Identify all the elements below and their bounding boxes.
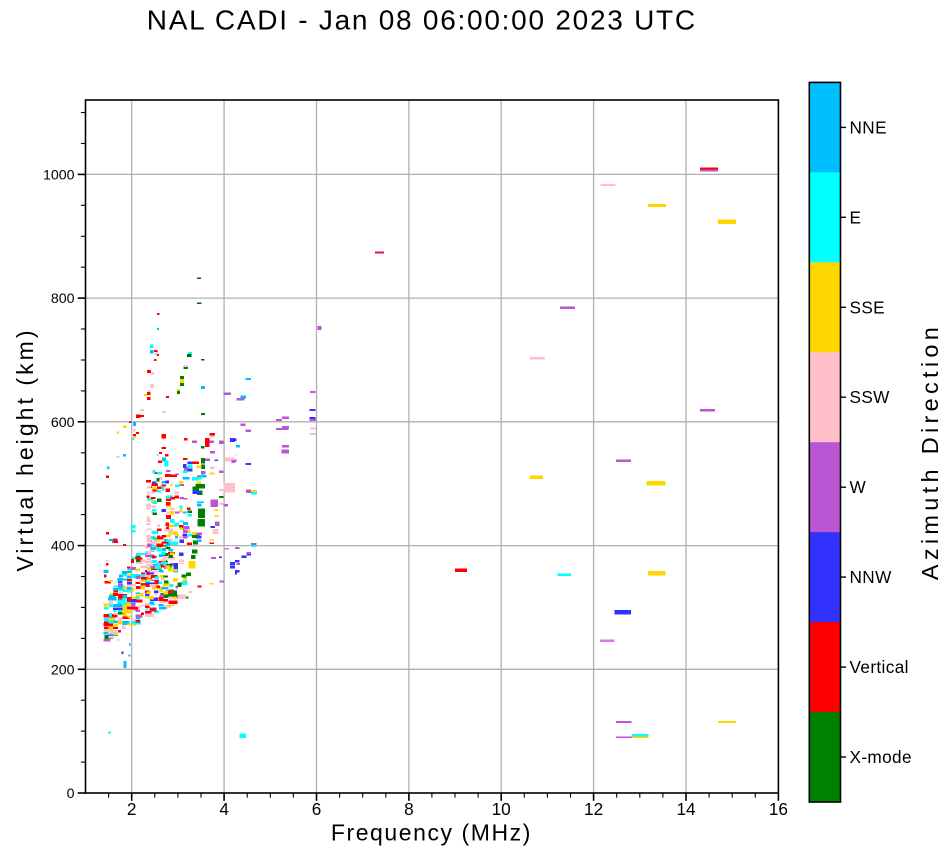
svg-text:Vertical: Vertical: [850, 657, 909, 677]
svg-text:12: 12: [584, 799, 603, 819]
svg-text:E: E: [850, 207, 862, 227]
svg-text:SSW: SSW: [850, 387, 891, 407]
svg-text:16: 16: [769, 799, 788, 819]
svg-text:1000: 1000: [43, 167, 75, 183]
svg-text:4: 4: [219, 799, 229, 819]
svg-text:Virtual height (km): Virtual height (km): [12, 327, 38, 571]
svg-text:14: 14: [676, 799, 696, 819]
svg-text:SSE: SSE: [850, 297, 886, 317]
svg-text:600: 600: [51, 415, 75, 431]
svg-text:NNW: NNW: [850, 567, 893, 587]
svg-text:W: W: [850, 477, 867, 497]
svg-text:X-mode: X-mode: [850, 747, 912, 767]
svg-text:6: 6: [312, 799, 322, 819]
svg-text:0: 0: [67, 786, 75, 802]
svg-text:8: 8: [404, 799, 414, 819]
svg-text:NNE: NNE: [850, 117, 887, 137]
svg-text:NAL CADI - Jan 08 06:00:00 202: NAL CADI - Jan 08 06:00:00 2023 UTC: [147, 5, 697, 36]
svg-text:2: 2: [127, 799, 137, 819]
svg-text:800: 800: [51, 291, 75, 307]
svg-text:400: 400: [51, 539, 75, 555]
svg-text:200: 200: [51, 662, 75, 678]
svg-text:10: 10: [492, 799, 511, 819]
svg-text:Frequency (MHz): Frequency (MHz): [331, 819, 532, 845]
svg-text:Azimuth Direction: Azimuth Direction: [917, 323, 943, 580]
